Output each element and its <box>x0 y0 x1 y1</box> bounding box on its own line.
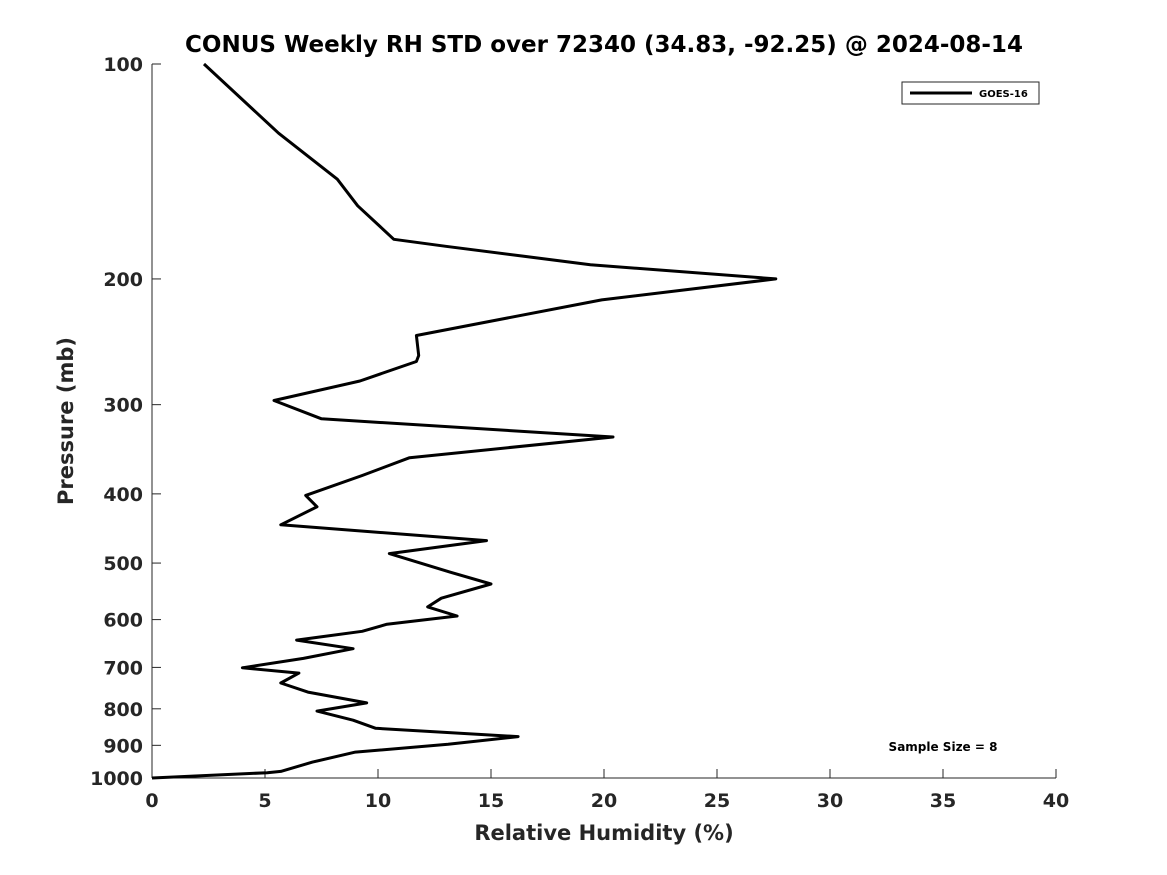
x-tick-label: 25 <box>704 790 730 812</box>
chart-title: CONUS Weekly RH STD over 72340 (34.83, -… <box>185 32 1023 58</box>
y-tick-label: 100 <box>103 54 143 76</box>
y-tick-label: 1000 <box>90 768 143 790</box>
x-tick-label: 5 <box>258 790 271 812</box>
y-tick-label: 800 <box>103 699 143 721</box>
y-tick-label: 500 <box>103 553 143 575</box>
y-tick-label: 600 <box>103 610 143 632</box>
legend: GOES-16 <box>901 81 1040 105</box>
x-tick-label: 30 <box>817 790 843 812</box>
x-tick-label: 35 <box>930 790 956 812</box>
y-tick-label: 700 <box>103 657 143 679</box>
x-tick-label: 20 <box>591 790 617 812</box>
x-tick-label: 40 <box>1043 790 1069 812</box>
legend-entry-goes-16: GOES-16 <box>979 89 1028 100</box>
x-tick-label: 15 <box>478 790 504 812</box>
y-tick-label: 200 <box>103 269 143 291</box>
series-layer <box>151 62 778 780</box>
y-axis-ticks: 100 200 300 400 500 600 700 800 900 1000 <box>90 54 161 790</box>
x-tick-label: 10 <box>365 790 391 812</box>
y-tick-label: 400 <box>103 484 143 506</box>
x-axis-ticks: 0 5 10 15 20 25 30 35 40 <box>145 769 1069 812</box>
x-tick-label: 0 <box>145 790 158 812</box>
y-axis-label: Pressure (mb) <box>54 337 78 505</box>
y-tick-label: 900 <box>103 735 143 757</box>
sample-size-annotation: Sample Size = 8 <box>889 740 998 754</box>
series-line-goes-16 <box>151 62 778 780</box>
y-tick-label: 300 <box>103 395 143 417</box>
x-axis-label: Relative Humidity (%) <box>474 821 733 845</box>
